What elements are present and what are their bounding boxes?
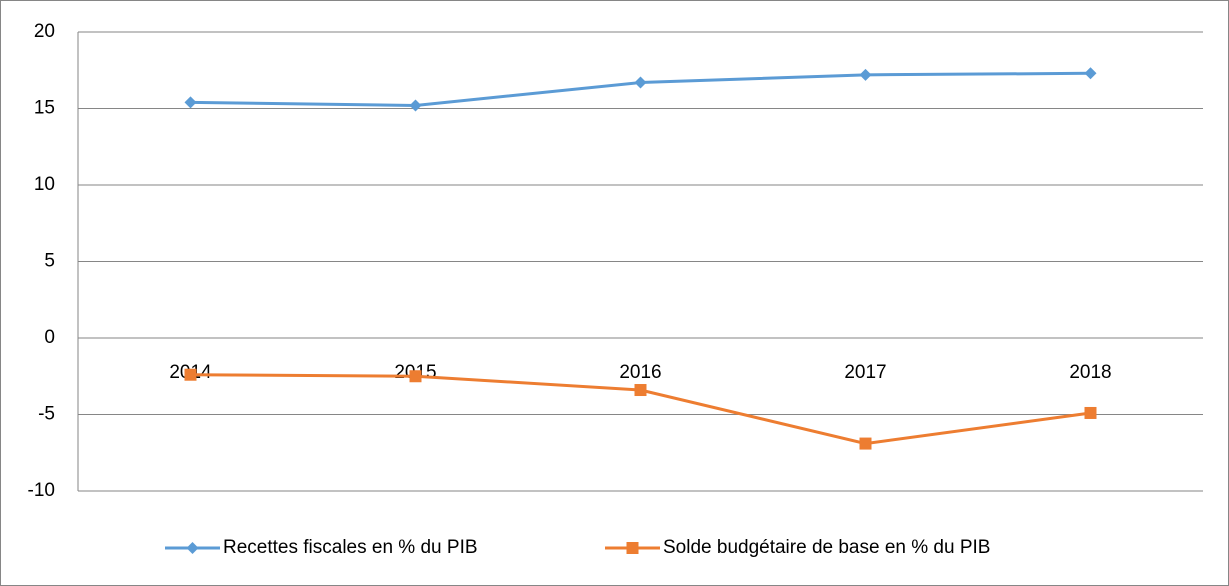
data-point [409,99,422,112]
data-point [634,384,647,397]
y-tick-label: 0 [44,327,55,348]
legend-marker [626,542,639,554]
y-tick-label: 15 [34,98,55,119]
y-tick-label: -5 [38,404,55,425]
y-tick-label: 5 [44,251,55,272]
x-tick-label: 2018 [1069,362,1111,383]
data-point [1084,406,1097,419]
legend-label: Solde budgétaire de base en % du PIB [663,537,990,558]
x-tick-label: 2017 [844,362,886,383]
y-tick-label: -10 [28,480,55,501]
y-tick-label: 10 [34,174,55,195]
data-point [859,68,872,81]
data-point [859,437,872,450]
legend-label: Recettes fiscales en % du PIB [223,537,478,558]
y-tick-label: 20 [34,21,55,42]
data-point [184,368,197,381]
data-point [634,76,647,89]
legend-marker [186,542,199,554]
x-tick-label: 2016 [619,362,661,383]
data-point [1084,67,1097,80]
data-point [184,96,197,109]
data-point [409,370,422,383]
